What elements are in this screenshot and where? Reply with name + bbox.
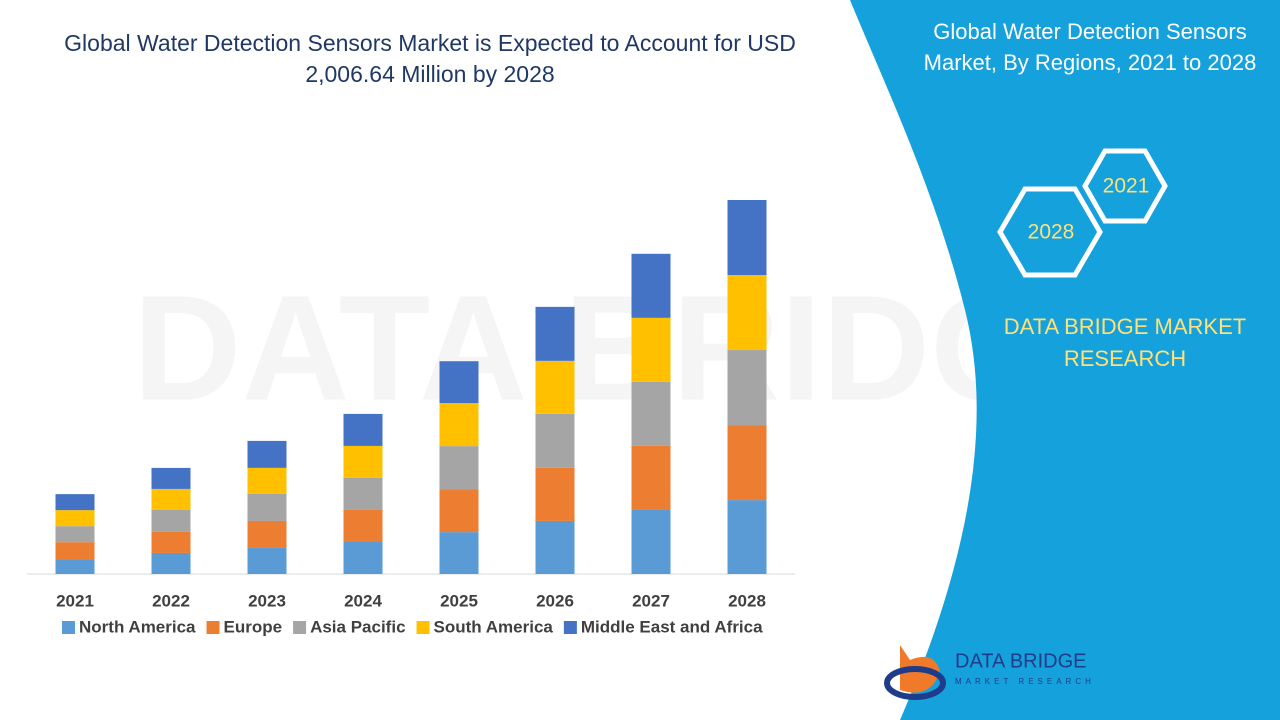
bar-segment: [535, 413, 575, 468]
bar-segment: [343, 413, 383, 446]
legend-label: Middle East and Africa: [581, 617, 763, 636]
bar-segment: [535, 520, 575, 574]
bar-segment: [631, 445, 671, 510]
bar-segment: [631, 381, 671, 446]
bar-segment: [247, 547, 287, 574]
bar-segment: [55, 542, 95, 560]
panel-title: Global Water Detection Sensors Market, B…: [923, 19, 1257, 75]
hexagon: [1082, 148, 1168, 224]
logo-subtext: MARKET RESEARCH: [955, 677, 1095, 686]
bar-segment: [631, 317, 671, 382]
hex-label: 2021: [1103, 175, 1150, 198]
legend-label: Asia Pacific: [310, 617, 405, 636]
chart-title: Global Water Detection Sensors Market is…: [64, 30, 796, 87]
bar-segment: [55, 559, 95, 574]
hexagon: [997, 186, 1103, 278]
x-tick-label: 2024: [344, 591, 382, 610]
legend-label: Europe: [224, 617, 283, 636]
bar-segment: [151, 552, 191, 574]
bar-segment: [439, 489, 479, 533]
side-panel: [850, 0, 1280, 720]
bar-segment: [631, 253, 671, 318]
x-tick-label: 2021: [56, 591, 94, 610]
legend-swatch: [293, 621, 307, 634]
bar-segment: [439, 446, 479, 490]
plot: 2021 2022 2023 2024 2025 2026 2027 2028 North Am…: [27, 200, 795, 636]
x-tick-label: 2025: [440, 591, 478, 610]
bar-segment: [343, 509, 383, 542]
bar-segment: [727, 500, 767, 574]
x-tick-label: 2027: [632, 591, 670, 610]
bar-segment: [727, 350, 767, 426]
bar-segment: [535, 467, 575, 521]
logo-mark: [884, 666, 946, 700]
bar-segment: [151, 488, 191, 510]
x-tick-label: 2023: [248, 591, 286, 610]
bar-segment: [727, 425, 767, 501]
bar-segment: [535, 360, 575, 414]
bar-segment: [343, 541, 383, 574]
bar-segment: [439, 361, 479, 404]
bar-segment: [247, 493, 287, 521]
bar-segment: [151, 467, 191, 489]
bar-segment: [439, 403, 479, 447]
x-tick-label: 2022: [152, 591, 190, 610]
logo-text: DATA BRIDGE: [955, 650, 1087, 672]
bar-segment: [55, 510, 95, 527]
bar-segment: [247, 520, 287, 548]
bar-segment: [727, 275, 767, 351]
hex-label: 2028: [1028, 221, 1075, 244]
bar-segment: [631, 509, 671, 574]
legend-swatch: [62, 621, 75, 634]
bar-segment: [151, 509, 191, 532]
brand-text: DATA BRIDGE MARKET RESEARCH: [1003, 314, 1247, 371]
bar-segment: [343, 477, 383, 510]
bar-segment: [55, 526, 95, 543]
legend-label: North America: [79, 617, 196, 636]
bar-segment: [727, 200, 767, 276]
bar-segment: [247, 467, 287, 494]
bar-segment: [247, 440, 287, 468]
bar-segment: [343, 445, 383, 478]
bar-segment: [439, 532, 479, 574]
legend-swatch: [563, 621, 577, 634]
legend-swatch: [206, 621, 220, 634]
x-tick-label: 2028: [728, 591, 766, 610]
legend-swatch: [416, 621, 430, 634]
bar-segment: [55, 494, 95, 511]
x-tick-label: 2026: [536, 591, 574, 610]
bar-segment: [535, 306, 575, 361]
bar-segment: [151, 531, 191, 553]
legend-label: South America: [434, 617, 554, 636]
